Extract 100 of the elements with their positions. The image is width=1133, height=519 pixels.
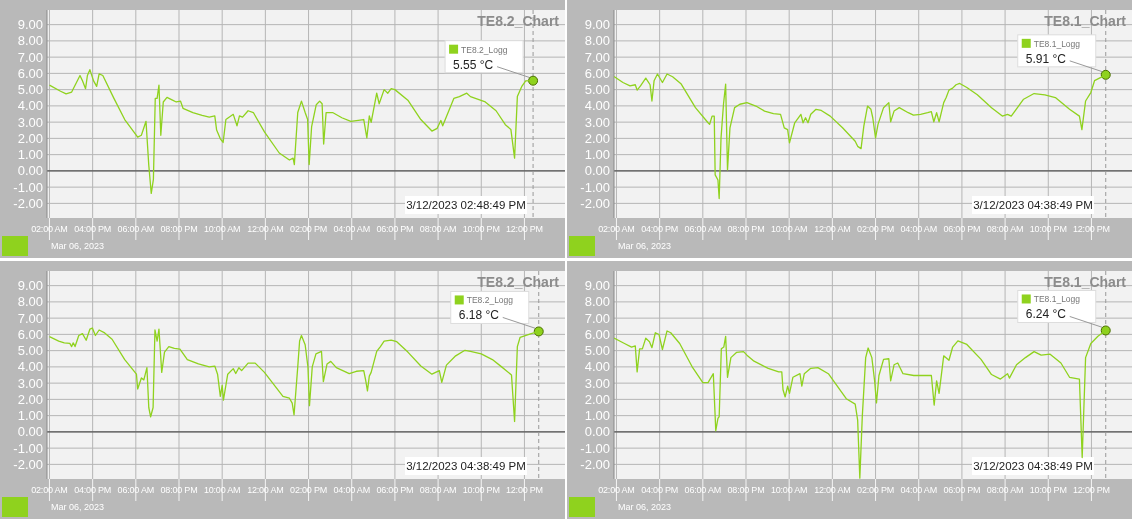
x-tick-label: 04:00 AM bbox=[900, 224, 937, 234]
x-tick-label: 02:00 AM bbox=[598, 224, 635, 234]
annotation: 3/12/2023 04:38:49 PM bbox=[973, 459, 1093, 472]
y-tick-label: 5.00 bbox=[17, 342, 43, 358]
y-tick-label: 4.00 bbox=[584, 98, 610, 114]
y-tick-label: 4.00 bbox=[17, 358, 43, 374]
x-tick-label: 06:00 PM bbox=[376, 224, 414, 234]
x-tick-label: 02:00 AM bbox=[31, 484, 68, 495]
y-tick-label: 1.00 bbox=[17, 407, 43, 423]
x-tick-label: 02:00 PM bbox=[857, 224, 895, 234]
x-tick-label: 10:00 PM bbox=[462, 224, 500, 234]
y-tick-label: -2.00 bbox=[13, 456, 43, 472]
y-tick-label: 3.00 bbox=[17, 114, 43, 130]
y-tick-label: 6.00 bbox=[584, 65, 610, 81]
y-tick-label: 6.00 bbox=[584, 326, 610, 342]
x-tick-label: 10:00 PM bbox=[462, 484, 500, 495]
chart-title: TE8.2_Chart bbox=[477, 273, 560, 290]
chart-title: TE8.1_Chart bbox=[1044, 13, 1127, 29]
y-tick-label: 2.00 bbox=[584, 130, 610, 146]
y-tick-label: 1.00 bbox=[584, 147, 610, 163]
y-tick-label: 3.00 bbox=[584, 375, 610, 391]
x-tick-label: 10:00 PM bbox=[1029, 224, 1067, 234]
y-tick-label: 0.00 bbox=[584, 423, 610, 439]
text: Mar 06, 2023 bbox=[618, 501, 672, 512]
x-tick-label: 12:00 AM bbox=[814, 224, 851, 234]
y-tick-label: 7.00 bbox=[17, 310, 43, 326]
legend-label: TE8.1_Logg bbox=[1033, 293, 1081, 304]
y-tick-label: -1.00 bbox=[13, 440, 43, 456]
x-tick-label: 04:00 PM bbox=[74, 484, 112, 495]
x-tick-label: 04:00 PM bbox=[74, 224, 112, 234]
annotation: 3/12/2023 04:38:49 PM bbox=[973, 199, 1093, 211]
y-tick-label: 2.00 bbox=[584, 391, 610, 407]
annotation: 3/12/2023 02:48:49 PM bbox=[406, 199, 526, 211]
legend-label: TE8.2_Logg bbox=[466, 294, 514, 305]
x-tick-label: 10:00 AM bbox=[203, 224, 241, 234]
x-tick-label: 10:00 PM bbox=[1029, 484, 1067, 495]
legend-label: TE8.2_Logg bbox=[461, 44, 508, 55]
y-tick-label: 7.00 bbox=[584, 310, 610, 326]
annotation: 6.24 °C bbox=[1025, 306, 1067, 321]
y-tick-label: -2.00 bbox=[580, 195, 610, 211]
x-tick-label: 06:00 PM bbox=[943, 224, 981, 234]
x-tick-label: 06:00 PM bbox=[943, 484, 981, 495]
y-tick-label: 7.00 bbox=[584, 49, 610, 65]
x-tick-label: 06:00 AM bbox=[684, 224, 722, 234]
x-tick-label: 06:00 AM bbox=[117, 224, 155, 234]
annotation: 5.55 °C bbox=[453, 57, 494, 72]
x-tick-label: 08:00 AM bbox=[986, 224, 1024, 234]
y-tick-label: 1.00 bbox=[17, 147, 43, 163]
y-tick-label: 4.00 bbox=[17, 98, 43, 114]
x-tick-label: 10:00 AM bbox=[770, 484, 808, 495]
x-tick-label: 12:00 PM bbox=[1072, 484, 1110, 495]
x-tick-label: 12:00 AM bbox=[247, 224, 284, 234]
x-tick-label: 02:00 AM bbox=[31, 224, 68, 234]
x-tick-label: 06:00 AM bbox=[117, 484, 155, 495]
x-tick-label: 06:00 PM bbox=[376, 484, 414, 495]
x-tick-label: 08:00 AM bbox=[419, 224, 457, 234]
chart-title: TE8.1_Chart bbox=[1044, 273, 1127, 290]
y-tick-label: 5.00 bbox=[17, 82, 43, 98]
y-tick-label: 2.00 bbox=[17, 391, 43, 407]
y-tick-label: 8.00 bbox=[17, 293, 43, 309]
y-tick-label: -2.00 bbox=[13, 195, 43, 211]
y-tick-label: 4.00 bbox=[584, 358, 610, 374]
y-tick-label: 3.00 bbox=[17, 375, 43, 391]
y-tick-label: 6.00 bbox=[17, 326, 43, 342]
y-tick-label: 5.00 bbox=[584, 82, 610, 98]
text: Mar 06, 2023 bbox=[51, 241, 105, 251]
x-tick-label: 02:00 PM bbox=[290, 484, 328, 495]
x-tick-label: 04:00 AM bbox=[333, 224, 370, 234]
x-tick-label: 04:00 AM bbox=[900, 484, 937, 495]
y-tick-label: 2.00 bbox=[17, 130, 43, 146]
x-tick-label: 06:00 AM bbox=[684, 484, 722, 495]
x-tick-label: 04:00 PM bbox=[641, 484, 679, 495]
x-tick-label: 04:00 PM bbox=[641, 224, 679, 234]
y-tick-label: 9.00 bbox=[17, 17, 43, 33]
x-tick-label: 04:00 AM bbox=[333, 484, 370, 495]
y-tick-label: 7.00 bbox=[17, 49, 43, 65]
x-tick-label: 10:00 AM bbox=[770, 224, 808, 234]
y-tick-label: 8.00 bbox=[584, 33, 610, 49]
x-tick-label: 08:00 AM bbox=[419, 484, 457, 495]
x-tick-label: 12:00 PM bbox=[505, 224, 543, 234]
y-tick-label: -1.00 bbox=[13, 179, 43, 195]
annotation: 3/12/2023 04:38:49 PM bbox=[406, 459, 526, 472]
y-tick-label: 9.00 bbox=[584, 17, 610, 33]
y-tick-label: 1.00 bbox=[584, 407, 610, 423]
y-tick-label: -2.00 bbox=[580, 456, 610, 472]
annotation: 5.91 °C bbox=[1025, 51, 1067, 66]
legend-label: TE8.1_Logg bbox=[1033, 38, 1081, 49]
x-tick-label: 08:00 AM bbox=[986, 484, 1024, 495]
text: Mar 06, 2023 bbox=[618, 241, 672, 251]
x-tick-label: 10:00 AM bbox=[203, 484, 241, 495]
y-tick-label: 8.00 bbox=[584, 293, 610, 309]
x-tick-label: 12:00 AM bbox=[247, 484, 284, 495]
text: Mar 06, 2023 bbox=[51, 501, 105, 512]
y-tick-label: 3.00 bbox=[584, 114, 610, 130]
x-tick-label: 12:00 PM bbox=[505, 484, 543, 495]
y-tick-label: 6.00 bbox=[17, 65, 43, 81]
y-tick-label: -1.00 bbox=[580, 440, 610, 456]
y-tick-label: 5.00 bbox=[584, 342, 610, 358]
x-tick-label: 02:00 AM bbox=[598, 484, 635, 495]
y-tick-label: 8.00 bbox=[17, 33, 43, 49]
